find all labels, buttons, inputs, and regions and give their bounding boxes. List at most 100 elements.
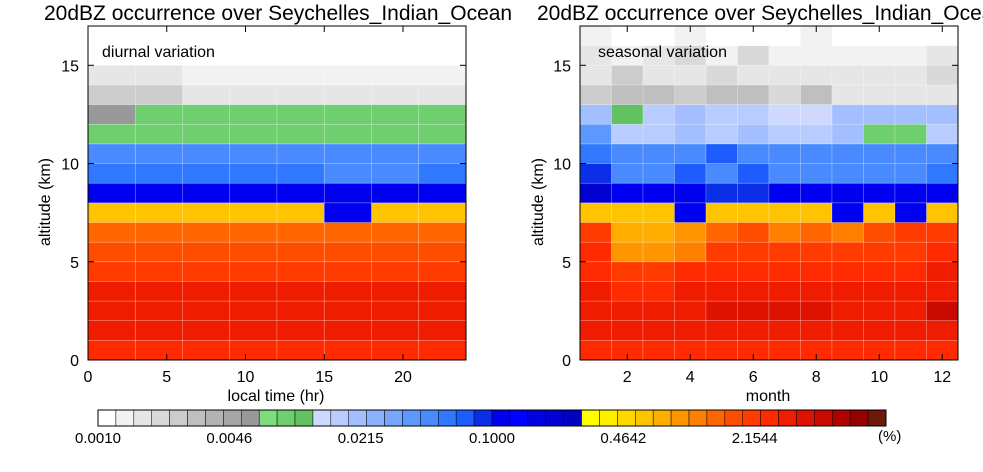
- heatmap-cell: [674, 202, 707, 223]
- heatmap-cell: [894, 241, 927, 263]
- heatmap-cell: [611, 182, 644, 204]
- x-axis-label-diurnal: local time (hr): [228, 388, 325, 405]
- heatmap-cell: [87, 320, 136, 341]
- heatmap-cell: [87, 64, 136, 86]
- heatmap-cell: [768, 45, 801, 66]
- heatmap-cell: [371, 25, 420, 46]
- y-tick-label: 10: [61, 157, 79, 174]
- heatmap-cell: [87, 241, 136, 263]
- heatmap-cell: [134, 281, 183, 302]
- heatmap-cell: [642, 300, 675, 322]
- heatmap-cell: [87, 182, 136, 204]
- heatmap-cell: [926, 222, 959, 243]
- x-tick-label: 6: [749, 369, 758, 386]
- heatmap-cell: [323, 104, 372, 125]
- heatmap-cell: [674, 261, 707, 282]
- x-tick-label: 0: [84, 369, 93, 386]
- heatmap-cell: [863, 222, 896, 243]
- heatmap-cell: [894, 84, 927, 105]
- heatmap-cell: [611, 241, 644, 263]
- heatmap-cell: [705, 300, 738, 322]
- heatmap-cell: [87, 202, 136, 223]
- heatmap-cell: [800, 222, 833, 243]
- heatmap-cell: [737, 182, 770, 204]
- heatmap-cell: [579, 320, 612, 341]
- axis-ticks-diurnal: 0 5 10 15 20 0 5 10 15: [61, 26, 466, 386]
- x-tick-label: 5: [162, 369, 171, 386]
- heatmap-cell: [642, 320, 675, 341]
- heatmap-cell: [579, 163, 612, 184]
- heatmap-cell: [229, 281, 278, 302]
- heatmap-cell: [371, 340, 420, 361]
- heatmap-cell: [229, 45, 278, 66]
- heatmap-cell: [579, 64, 612, 86]
- heatmap-cell: [87, 25, 136, 46]
- heatmap-cell: [674, 320, 707, 341]
- heatmap-cell: [134, 84, 183, 105]
- heatmap-cell: [926, 143, 959, 164]
- heatmap-cell: [134, 340, 183, 361]
- heatmap-cell: [229, 340, 278, 361]
- heatmap-cell: [276, 64, 325, 86]
- heatmap-cell: [611, 104, 644, 125]
- heatmap-cell: [418, 300, 467, 322]
- heatmap-cell: [276, 163, 325, 184]
- heatmap-cell: [705, 261, 738, 282]
- heatmap-cell: [642, 340, 675, 361]
- heatmap-cell: [894, 123, 927, 145]
- heatmap-cell: [418, 261, 467, 282]
- heatmap-cell: [323, 222, 372, 243]
- heatmap-cell: [926, 163, 959, 184]
- heatmap-cell: [800, 143, 833, 164]
- heatmap-cell: [831, 320, 864, 341]
- heatmap-cell: [800, 281, 833, 302]
- colorbar-swatch: [187, 409, 206, 427]
- heatmap-cell: [371, 64, 420, 86]
- heatmap-cell: [737, 241, 770, 263]
- heatmap-cell: [579, 241, 612, 263]
- heatmap-cell: [737, 281, 770, 302]
- heatmap-cell: [579, 202, 612, 223]
- colorbar-swatch: [455, 409, 475, 427]
- colorbar-tick-labels: 0.0010 0.0046 0.0215 0.1000 0.4642 2.1544: [75, 430, 778, 447]
- heatmap-cell: [894, 182, 927, 204]
- heatmap-cell: [737, 320, 770, 341]
- heatmap-cell: [831, 281, 864, 302]
- heatmap-cell: [705, 163, 738, 184]
- heatmap-cell: [229, 104, 278, 125]
- heatmap-cell: [323, 182, 372, 204]
- heatmap-cell: [418, 340, 467, 361]
- heatmap-cell: [229, 182, 278, 204]
- y-tick-label: 0: [70, 353, 79, 370]
- heatmap-cell: [831, 45, 864, 66]
- heatmap-cell: [894, 281, 927, 302]
- heatmap-cell: [276, 241, 325, 263]
- heatmap-cell: [87, 104, 136, 125]
- heatmap-cell: [323, 320, 372, 341]
- heatmap-cell: [276, 123, 325, 145]
- heatmap-cell: [229, 163, 278, 184]
- heatmap-cell: [768, 320, 801, 341]
- heatmap-cell: [894, 64, 927, 86]
- y-tick-label: 10: [553, 157, 571, 174]
- heatmap-cell: [276, 261, 325, 282]
- x-tick-label: 2: [623, 369, 632, 386]
- heatmap-cell: [831, 222, 864, 243]
- heatmap-cell: [894, 143, 927, 164]
- heatmap-cell: [579, 300, 612, 322]
- heatmap-cell: [418, 241, 467, 263]
- heatmap-cell: [674, 123, 707, 145]
- heatmap-cell: [371, 104, 420, 125]
- colorbar-swatch: [599, 409, 618, 427]
- heatmap-cell: [418, 84, 467, 105]
- heatmap-cell: [182, 25, 231, 46]
- heatmap-cell: [276, 143, 325, 164]
- colorbar-swatch: [617, 409, 636, 427]
- heatmap-cell: [323, 202, 372, 223]
- heatmap-cell: [831, 300, 864, 322]
- heatmap-cell: [705, 64, 738, 86]
- x-tick-label: 8: [812, 369, 821, 386]
- colorbar-tick-label: 0.0010: [75, 430, 121, 447]
- x-axis-label-seasonal: month: [746, 388, 790, 405]
